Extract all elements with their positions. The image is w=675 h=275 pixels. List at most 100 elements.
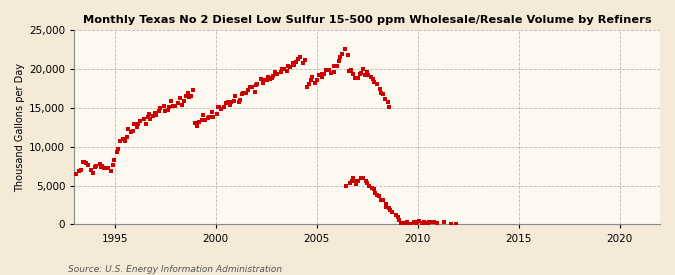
Point <box>155 106 165 111</box>
Point <box>317 75 328 79</box>
Point <box>414 219 425 224</box>
Point <box>129 122 140 126</box>
Point <box>179 98 190 103</box>
Point <box>213 105 223 109</box>
Point <box>329 64 340 68</box>
Point <box>90 164 101 168</box>
Point <box>408 220 419 224</box>
Point <box>135 119 146 123</box>
Point <box>314 73 325 78</box>
Point <box>225 103 236 107</box>
Point <box>111 150 122 154</box>
Point <box>439 220 450 225</box>
Point <box>418 220 429 224</box>
Point <box>115 139 126 143</box>
Point <box>290 60 301 64</box>
Point <box>99 166 109 170</box>
Point <box>151 113 162 117</box>
Point <box>406 221 416 226</box>
Point <box>259 78 270 82</box>
Point <box>370 191 381 195</box>
Point <box>214 105 225 110</box>
Point <box>86 168 97 172</box>
Point <box>142 115 153 119</box>
Point <box>354 72 365 76</box>
Point <box>359 73 370 78</box>
Point <box>288 60 298 65</box>
Point <box>375 91 386 95</box>
Point <box>375 87 385 91</box>
Point <box>319 72 329 76</box>
Point <box>82 163 93 168</box>
Point <box>230 94 240 98</box>
Point <box>366 75 377 79</box>
Point <box>369 79 380 84</box>
Point <box>148 113 159 118</box>
Point <box>383 104 394 109</box>
Point <box>223 99 234 104</box>
Point <box>169 104 180 108</box>
Point <box>175 95 186 100</box>
Point <box>122 134 133 139</box>
Point <box>180 94 191 98</box>
Point <box>250 82 261 87</box>
Point <box>396 221 406 225</box>
Point <box>117 137 128 141</box>
Point <box>288 62 299 67</box>
Point <box>285 64 296 69</box>
Point <box>138 117 149 121</box>
Point <box>250 90 261 94</box>
Point <box>159 109 170 113</box>
Point <box>353 178 364 183</box>
Point <box>421 221 432 225</box>
Point <box>340 47 350 51</box>
Point <box>90 165 101 169</box>
Point <box>235 98 246 102</box>
Point <box>343 69 354 73</box>
Point <box>331 63 342 68</box>
Point <box>275 70 286 74</box>
Point <box>245 85 256 89</box>
Point <box>391 212 402 217</box>
Point <box>350 75 360 80</box>
Point <box>80 161 91 165</box>
Point <box>362 181 373 186</box>
Point <box>283 64 294 68</box>
Point <box>371 82 382 86</box>
Point <box>277 67 288 72</box>
Point <box>183 95 194 99</box>
Point <box>281 68 292 73</box>
Text: Source: U.S. Energy Information Administration: Source: U.S. Energy Information Administ… <box>68 265 281 274</box>
Y-axis label: Thousand Gallons per Day: Thousand Gallons per Day <box>15 63 25 192</box>
Point <box>374 193 385 198</box>
Title: Monthly Texas No 2 Diesel Low Sulfur 15-500 ppm Wholesale/Resale Volume by Refin: Monthly Texas No 2 Diesel Low Sulfur 15-… <box>83 15 651 25</box>
Point <box>363 73 374 77</box>
Point <box>215 107 226 111</box>
Point <box>380 97 391 102</box>
Point <box>375 198 386 202</box>
Point <box>107 163 118 167</box>
Point <box>352 76 363 80</box>
Point <box>348 72 359 76</box>
Point <box>219 105 230 109</box>
Point <box>268 74 279 78</box>
Point <box>177 102 188 107</box>
Point <box>225 100 236 104</box>
Point <box>103 166 113 170</box>
Point <box>358 176 369 181</box>
Point <box>228 98 239 103</box>
Point <box>113 147 124 151</box>
Point <box>298 60 308 65</box>
Point <box>202 115 213 120</box>
Point <box>337 52 348 56</box>
Point <box>402 219 412 224</box>
Point <box>238 91 248 95</box>
Point <box>361 70 372 75</box>
Point <box>126 130 136 134</box>
Point <box>304 82 315 86</box>
Point <box>140 122 151 126</box>
Point <box>394 218 405 222</box>
Point <box>270 70 281 74</box>
Point <box>328 69 339 74</box>
Point <box>101 166 111 170</box>
